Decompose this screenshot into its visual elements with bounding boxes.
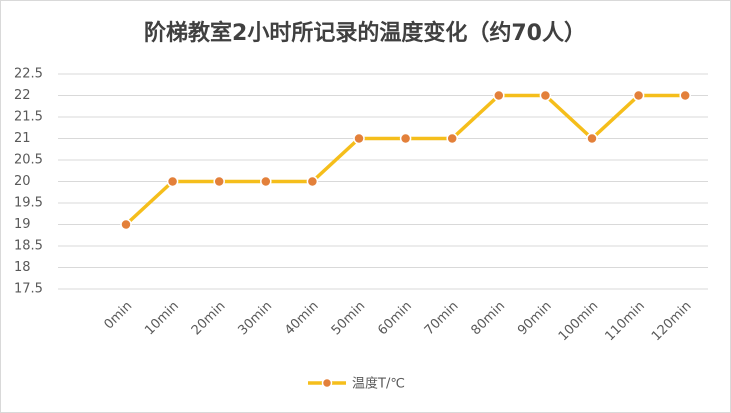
data-point: [586, 132, 598, 145]
data-point: [679, 89, 691, 102]
data-point: [493, 89, 505, 102]
y-tick-label: 18.5: [14, 239, 43, 254]
chart-title: 阶梯教室2小时所记录的温度变化（约70人）: [144, 20, 586, 46]
data-point: [213, 175, 225, 188]
data-point: [120, 218, 132, 231]
y-tick-label: 19: [14, 217, 31, 232]
data-point: [166, 175, 179, 188]
y-tick-label: 18: [14, 260, 31, 275]
y-tick-label: 20: [14, 174, 31, 189]
data-point: [353, 132, 365, 145]
y-tick-label: 22.5: [14, 67, 43, 82]
y-tick-label: 19.5: [14, 196, 43, 211]
y-tick-label: 21.5: [14, 110, 43, 125]
legend-label: 温度T/℃: [352, 376, 405, 392]
data-point: [399, 132, 412, 145]
data-point: [539, 89, 552, 102]
data-point: [306, 175, 319, 188]
y-tick-label: 20.5: [14, 153, 43, 168]
y-tick-label: 17.5: [14, 282, 43, 297]
y-tick-label: 21: [14, 131, 31, 146]
y-tick-label: 22: [14, 88, 31, 103]
data-point: [446, 132, 458, 145]
data-point: [632, 89, 645, 102]
legend-marker: [321, 377, 333, 389]
data-point: [260, 175, 272, 188]
